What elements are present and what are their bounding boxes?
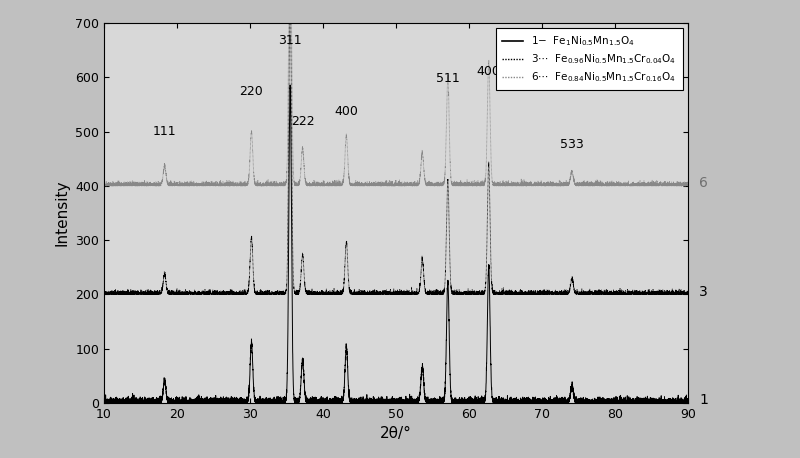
Legend: 1$\mathdefault{-}$  $\mathdefault{Fe_1Ni_{0.5}Mn_{1.5}O_4}$, 3$\mathdefault{\cdo: 1$\mathdefault{-}$ $\mathdefault{Fe_1Ni_… xyxy=(496,28,682,90)
Text: 222: 222 xyxy=(290,114,314,128)
Text: 111: 111 xyxy=(153,125,177,138)
Text: 533: 533 xyxy=(560,137,584,151)
Text: 400: 400 xyxy=(334,105,358,118)
Text: 6: 6 xyxy=(699,176,708,190)
Text: 220: 220 xyxy=(239,85,263,98)
X-axis label: 2θ/°: 2θ/° xyxy=(380,426,412,442)
Text: 400: 400 xyxy=(477,65,501,78)
Text: 3: 3 xyxy=(699,285,708,299)
Text: 311: 311 xyxy=(278,34,302,47)
Text: 1: 1 xyxy=(699,393,708,407)
Text: 511: 511 xyxy=(436,72,460,85)
Y-axis label: Intensity: Intensity xyxy=(54,180,70,246)
